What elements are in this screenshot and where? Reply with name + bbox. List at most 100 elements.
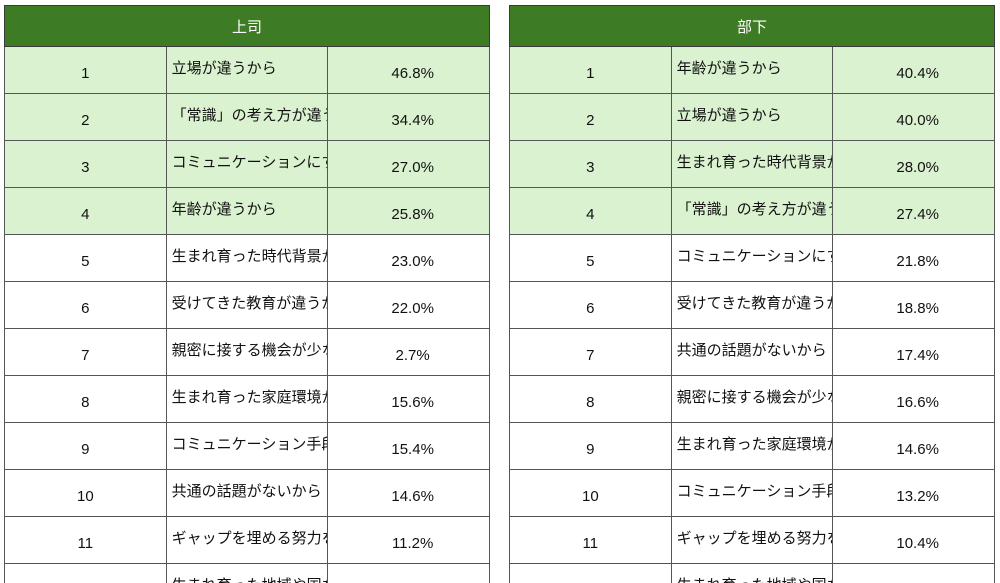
table-row: 8親密に接する機会が少ないから16.6% bbox=[509, 375, 995, 423]
table-row: 1 年齢が違うから 40.4% bbox=[509, 46, 995, 94]
rank-cell: 5 bbox=[509, 234, 672, 282]
reason-cell: 受けてきた教育が違うから bbox=[165, 281, 329, 329]
percentage-cell: 15.4% bbox=[327, 422, 490, 470]
table-header-row: 部下 bbox=[509, 5, 995, 47]
rank-cell: 6 bbox=[509, 281, 672, 329]
reason-cell: 立場が違うから bbox=[165, 46, 329, 94]
percentage-cell: 46.8% bbox=[327, 46, 490, 94]
percentage-cell: 34.4% bbox=[327, 93, 490, 141]
percentage-cell: 2.7% bbox=[327, 328, 490, 376]
percentage-cell: 14.6% bbox=[832, 422, 995, 470]
percentage-cell: 21.8% bbox=[832, 234, 995, 282]
percentage-cell: 6.8% bbox=[832, 563, 995, 583]
percentage-cell: 25.8% bbox=[327, 187, 490, 235]
table-title: 上司 bbox=[4, 5, 490, 47]
rank-cell: 3 bbox=[4, 140, 167, 188]
rank-cell: 2 bbox=[509, 93, 672, 141]
table-title: 部下 bbox=[509, 5, 995, 47]
table-row: 3生まれ育った時代背景が違うから28.0% bbox=[509, 140, 995, 188]
table-row: 9コミュニケーション手段が違うから15.4% bbox=[4, 422, 490, 470]
reason-cell: 親密に接する機会が少ないから bbox=[670, 375, 834, 423]
rank-cell: 9 bbox=[509, 422, 672, 470]
rank-cell: 6 bbox=[4, 281, 167, 329]
reason-cell: 「常識」の考え方が違うから bbox=[670, 187, 834, 235]
table-row: 7 共通の話題がないから 17.4% bbox=[509, 328, 995, 376]
table-row: 8生まれ育った家庭環境が違うから15.6% bbox=[4, 375, 490, 423]
reason-cell: 生まれ育った時代背景が違うから bbox=[670, 140, 834, 188]
table-row: 7親密に接する機会が少ないから2.7% bbox=[4, 328, 490, 376]
table-row: 11ギャップを埋める努力をしていないから10.4% bbox=[509, 516, 995, 564]
reason-cell: コミュニケーション手段が違うから bbox=[670, 469, 834, 517]
percentage-cell: 6.4% bbox=[327, 563, 490, 583]
reason-cell: 年齢が違うから bbox=[670, 46, 834, 94]
table-row: 12生まれ育った地域や国などが違うから6.8% bbox=[509, 563, 995, 583]
rank-cell: 1 bbox=[4, 46, 167, 94]
table-row: 11ギャップを埋める努力をしていないから11.2% bbox=[4, 516, 490, 564]
reason-cell: ギャップを埋める努力をしていないから bbox=[670, 516, 834, 564]
table-row: 6受けてきた教育が違うから22.0% bbox=[4, 281, 490, 329]
table-row: 6受けてきた教育が違うから18.8% bbox=[509, 281, 995, 329]
reason-cell: ギャップを埋める努力をしていないから bbox=[165, 516, 329, 564]
percentage-cell: 15.6% bbox=[327, 375, 490, 423]
rank-cell: 8 bbox=[509, 375, 672, 423]
percentage-cell: 27.4% bbox=[832, 187, 995, 235]
percentage-cell: 13.2% bbox=[832, 469, 995, 517]
table-body: 1年齢が違うから40.4%2立場が違うから40.0%3生まれ育った時代背景が違う… bbox=[509, 46, 995, 583]
reason-cell: 受けてきた教育が違うから bbox=[670, 281, 834, 329]
table-row: 10 共通の話題がないから 14.6% bbox=[4, 469, 490, 517]
rank-cell: 4 bbox=[509, 187, 672, 235]
table-row: 12生まれ育った地域や国などが違うから6.4% bbox=[4, 563, 490, 583]
rank-cell: 11 bbox=[509, 516, 672, 564]
percentage-cell: 11.2% bbox=[327, 516, 490, 564]
reason-cell: コミュニケーションにすれ違いがあるから bbox=[670, 234, 834, 282]
reason-cell: 生まれ育った地域や国などが違うから bbox=[670, 563, 834, 583]
percentage-cell: 18.8% bbox=[832, 281, 995, 329]
rank-cell: 8 bbox=[4, 375, 167, 423]
percentage-cell: 40.4% bbox=[832, 46, 995, 94]
reason-cell: コミュニケーション手段が違うから bbox=[165, 422, 329, 470]
rank-cell: 5 bbox=[4, 234, 167, 282]
reason-cell: 立場が違うから bbox=[670, 93, 834, 141]
percentage-cell: 23.0% bbox=[327, 234, 490, 282]
reason-cell: 共通の話題がないから bbox=[165, 469, 329, 517]
percentage-cell: 40.0% bbox=[832, 93, 995, 141]
rank-cell: 12 bbox=[4, 563, 167, 583]
rank-cell: 2 bbox=[4, 93, 167, 141]
table-row: 5コミュニケーションにすれ違いがあるから21.8% bbox=[509, 234, 995, 282]
reason-cell: 生まれ育った時代背景が違うから bbox=[165, 234, 329, 282]
reason-cell: 年齢が違うから bbox=[165, 187, 329, 235]
rank-cell: 9 bbox=[4, 422, 167, 470]
percentage-cell: 27.0% bbox=[327, 140, 490, 188]
rank-cell: 10 bbox=[4, 469, 167, 517]
table-row: 4 年齢が違うから 25.8% bbox=[4, 187, 490, 235]
table-row: 9生まれ育った家庭環境が違うから14.6% bbox=[509, 422, 995, 470]
reason-cell: 生まれ育った地域や国などが違うから bbox=[165, 563, 329, 583]
percentage-cell: 14.6% bbox=[327, 469, 490, 517]
rank-cell: 7 bbox=[4, 328, 167, 376]
table-row: 10コミュニケーション手段が違うから13.2% bbox=[509, 469, 995, 517]
reason-cell: 共通の話題がないから bbox=[670, 328, 834, 376]
boss-ranking-table: 上司 1立場が違うから46.8%2「常識」の考え方が違うから34.4%3コミュニ… bbox=[4, 5, 490, 583]
table-row: 5生まれ育った時代背景が違うから23.0% bbox=[4, 234, 490, 282]
percentage-cell: 17.4% bbox=[832, 328, 995, 376]
percentage-cell: 10.4% bbox=[832, 516, 995, 564]
rank-cell: 10 bbox=[509, 469, 672, 517]
reason-cell: 「常識」の考え方が違うから bbox=[165, 93, 329, 141]
rank-cell: 3 bbox=[509, 140, 672, 188]
reason-cell: 生まれ育った家庭環境が違うから bbox=[165, 375, 329, 423]
reason-cell: コミュニケーションにすれ違いがあるから bbox=[165, 140, 329, 188]
table-row: 2「常識」の考え方が違うから34.4% bbox=[4, 93, 490, 141]
rank-cell: 1 bbox=[509, 46, 672, 94]
table-body: 1立場が違うから46.8%2「常識」の考え方が違うから34.4%3コミュニケーシ… bbox=[4, 46, 490, 583]
table-row: 1 立場が違うから 46.8% bbox=[4, 46, 490, 94]
percentage-cell: 28.0% bbox=[832, 140, 995, 188]
percentage-cell: 16.6% bbox=[832, 375, 995, 423]
percentage-cell: 22.0% bbox=[327, 281, 490, 329]
rank-cell: 12 bbox=[509, 563, 672, 583]
rank-cell: 7 bbox=[509, 328, 672, 376]
table-header-row: 上司 bbox=[4, 5, 490, 47]
rank-cell: 4 bbox=[4, 187, 167, 235]
subordinate-ranking-table: 部下 1 年齢が違うから 40.4% 2 立場が違うから 40.0% 3 生まれ育った時代背景… bbox=[509, 5, 995, 583]
rank-cell: 11 bbox=[4, 516, 167, 564]
